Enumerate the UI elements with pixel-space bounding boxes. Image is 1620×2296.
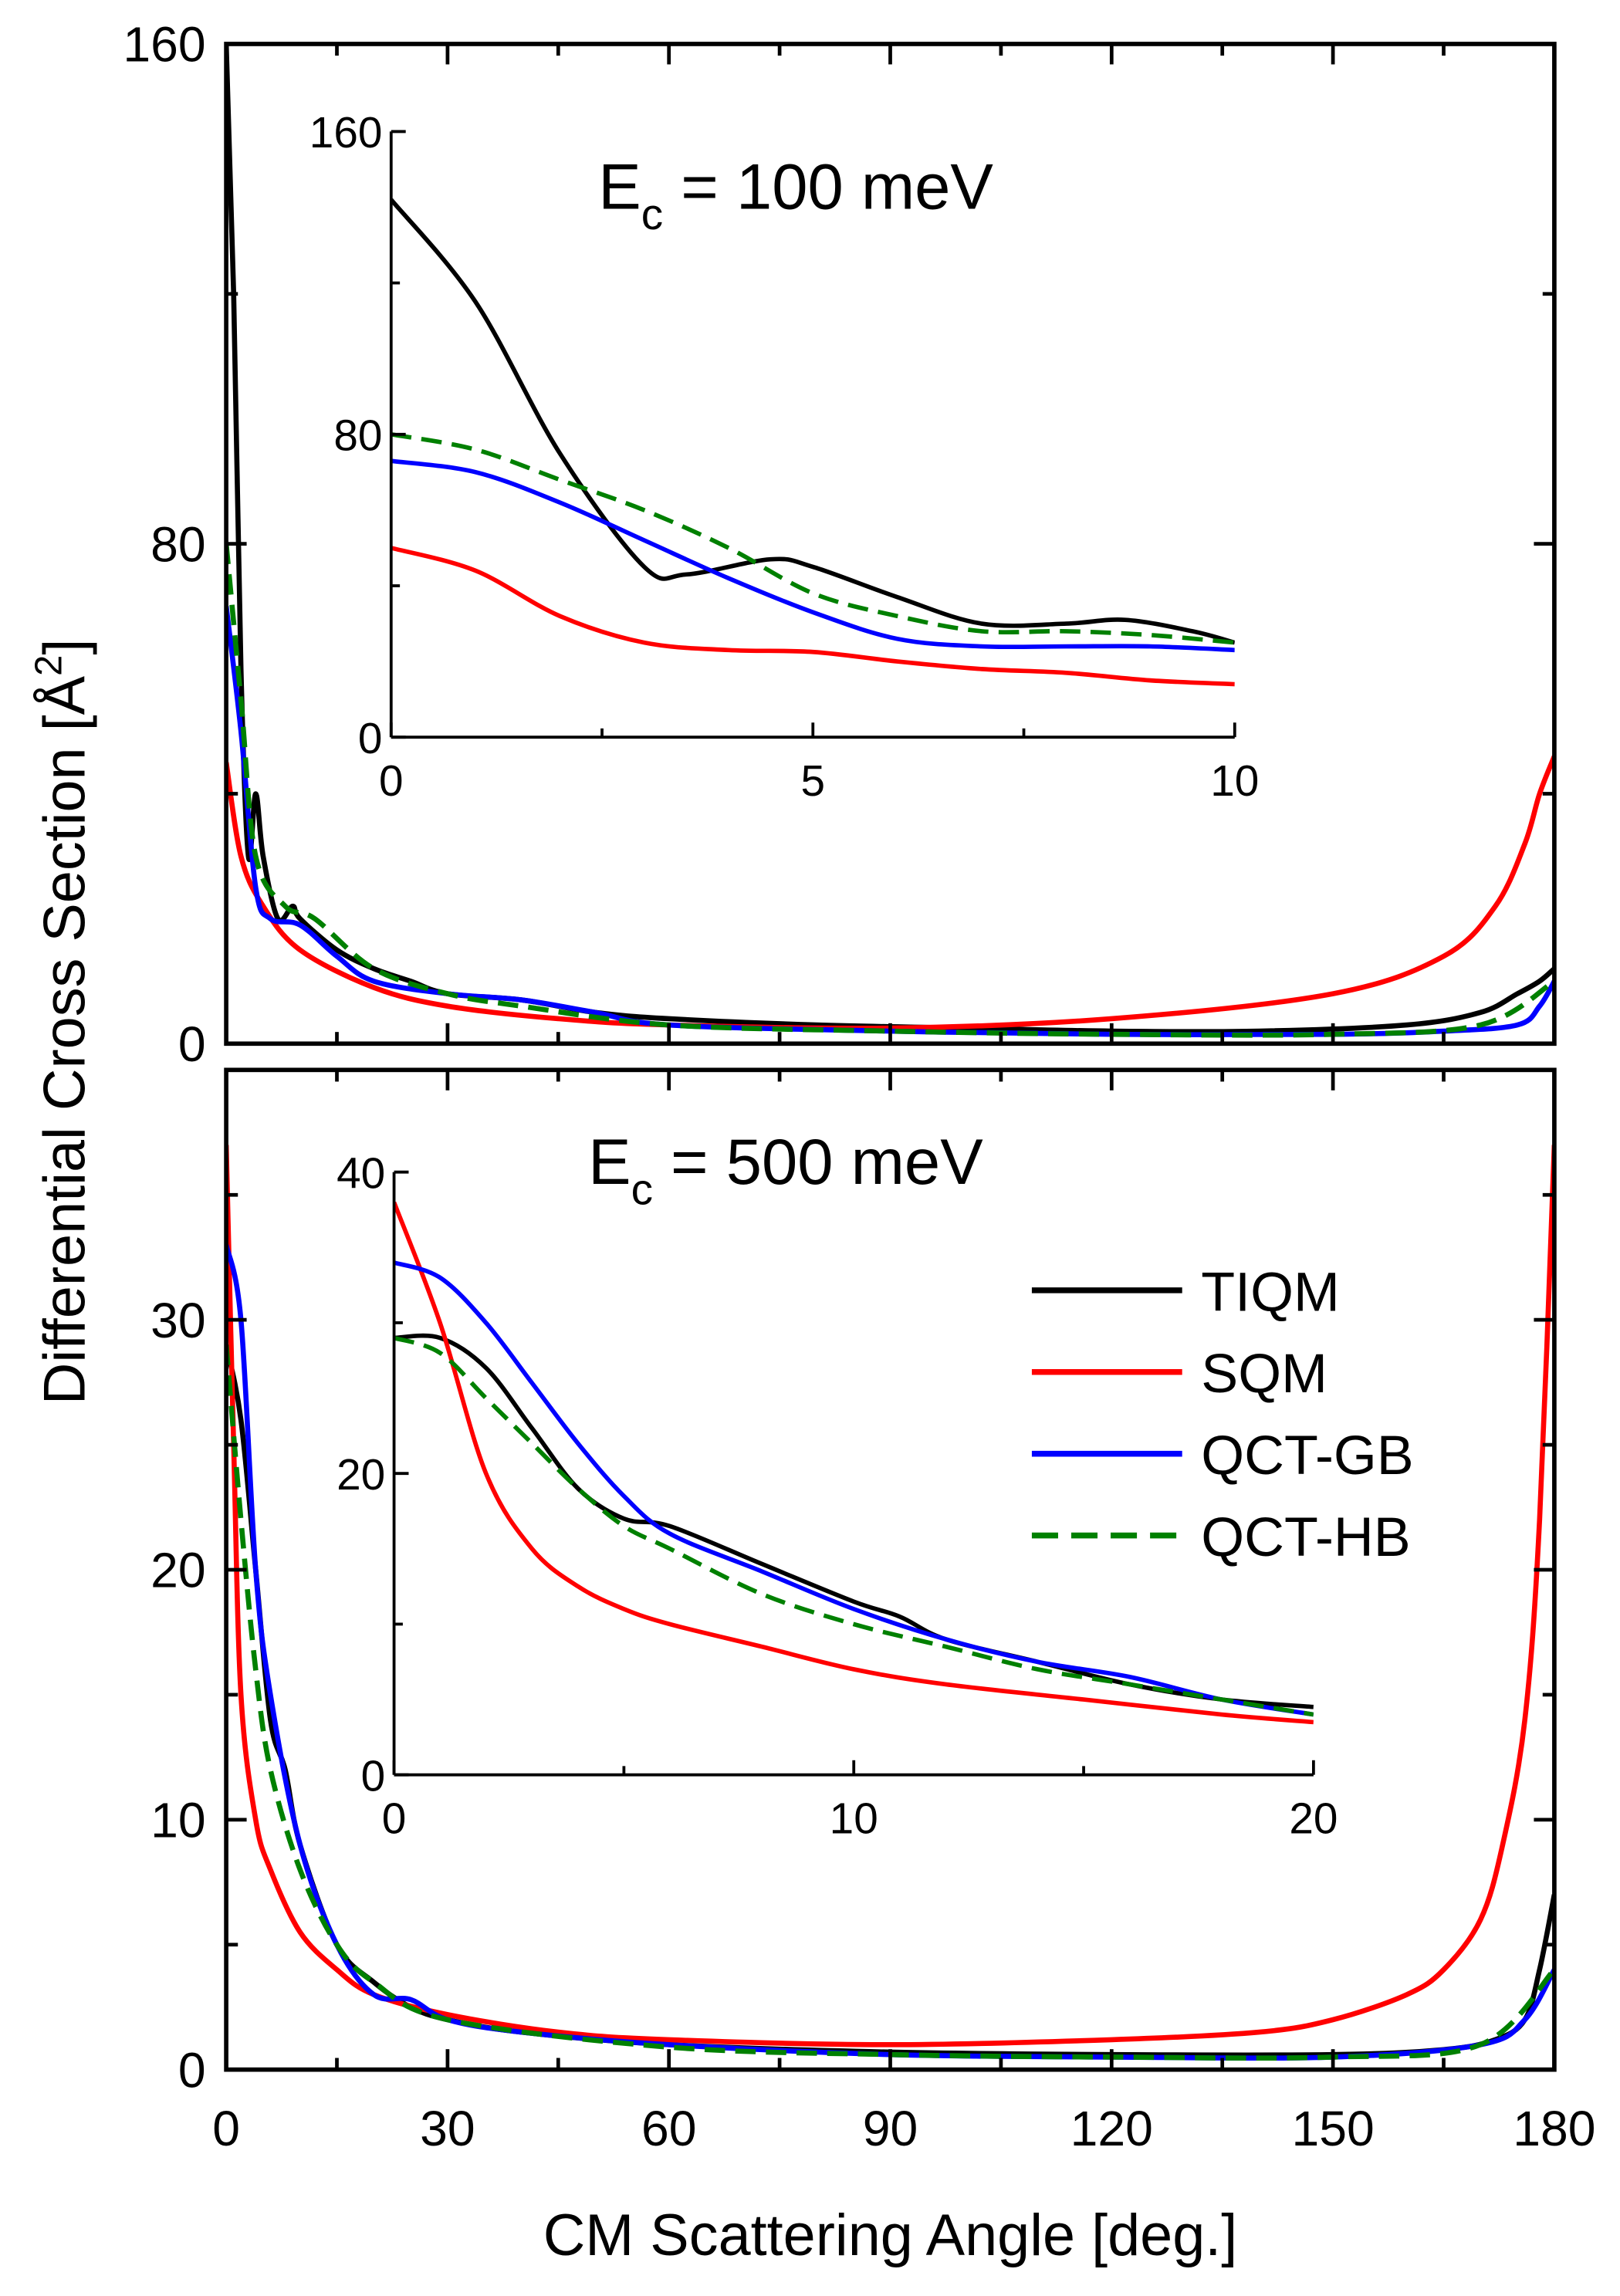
series-line-qct-gb [226,606,1554,1038]
series-line-sqm [391,546,1235,687]
panel-0: 0 80 160 0 5 10 0 80 160 Ec = 100 meV [123,17,1557,1072]
legend-label-sqm: SQM [1201,1343,1327,1405]
energy-annotation: Ec = 500 meV [588,1126,983,1214]
x-tick-label: 150 [1291,2101,1374,2156]
x-tick-label: 120 [1070,2101,1153,2156]
inset-x-tick-label: 10 [1210,757,1259,806]
y-tick-label: 0 [178,1016,206,1072]
legend-label-tiqm: TIQM [1201,1261,1340,1323]
inset-y-tick-label: 40 [337,1150,385,1199]
annotation-e: E [598,151,641,223]
x-tick-label: 0 [212,2101,240,2156]
inset-x-tick-label: 5 [801,757,826,806]
inset-x-tick-label: 20 [1289,1794,1338,1843]
y-tick-label: 20 [151,1543,206,1598]
y-tick-label: 30 [151,1293,206,1348]
legend-label-qct-gb: QCT-GB [1201,1425,1413,1486]
series-line-qct-hb [394,1335,1314,1717]
legend: TIQM SQM QCT-GB QCT-HB [1031,1261,1414,1568]
annotation-value: = 100 meV [663,151,993,223]
series-line-tiqm [394,1333,1314,1709]
inset-y-tick-label: 0 [361,1752,386,1801]
series-line-sqm [394,1201,1314,1725]
plot-frame [224,1067,1557,2072]
series-line-qct-hb [226,543,1554,1038]
panel-1: 0 10 20 30 0 30 60 90 120 150 180 0 10 20 0 20 40 Ec = 50… [151,1067,1596,2156]
inset-0: 0 5 10 0 80 160 [309,109,1260,806]
series-line-qct-hb [226,1344,1554,2061]
inset-1: 0 10 20 0 20 40 [337,1150,1338,1844]
annotation-sub: c [631,1165,653,1214]
series-line-qct-gb [394,1260,1314,1717]
inset-x-tick-label: 10 [830,1794,878,1843]
inset-y-tick-label: 0 [358,715,383,763]
y-tick-label: 160 [123,17,205,73]
series-line-sqm [226,1145,1554,2047]
annotation-e: E [588,1126,631,1198]
inset-x-tick-label: 0 [379,757,404,806]
x-tick-label: 60 [641,2101,697,2156]
inset-x-tick-label: 0 [382,1794,407,1843]
y-tick-label: 10 [151,1793,206,1848]
series-line-qct-gb [391,458,1235,653]
y-tick-label: 0 [178,2042,206,2098]
legend-label-qct-hb: QCT-HB [1201,1506,1410,1568]
x-tick-label: 180 [1513,2101,1595,2156]
inset-y-tick-label: 160 [309,109,383,157]
y-tick-label: 80 [151,516,206,572]
inset-y-tick-label: 20 [337,1451,385,1500]
y-axis-label: Differential Cross Section [Å2] [27,639,97,1405]
x-axis-label: CM Scattering Angle [deg.] [543,2203,1238,2268]
x-tick-label: 30 [420,2101,475,2156]
series-line-qct-gb [226,1244,1554,2061]
series-line-tiqm [391,198,1235,645]
annotation-value: = 500 meV [653,1126,983,1198]
annotation-sub: c [641,191,663,239]
inset-y-tick-label: 80 [333,412,382,461]
energy-annotation: Ec = 100 meV [598,151,993,239]
x-tick-label: 90 [863,2101,918,2156]
